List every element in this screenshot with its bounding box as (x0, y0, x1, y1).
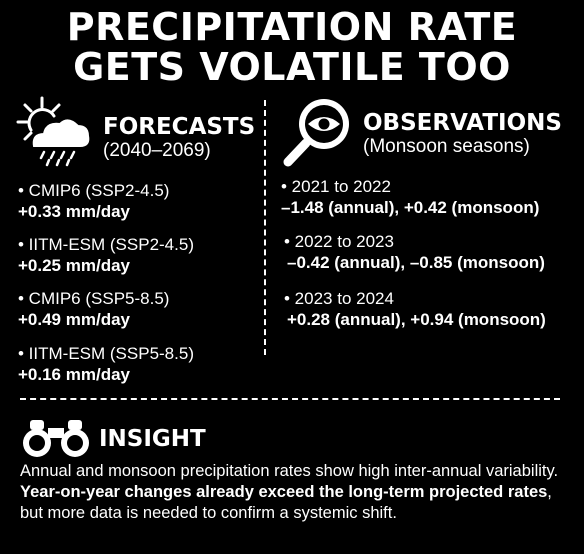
forecasts-subheading: (2040–2069) (103, 140, 211, 161)
observation-item: • 2021 to 2022 –1.48 (annual), +0.42 (mo… (281, 176, 539, 218)
forecast-item: • IITM-ESM (SSP2-4.5) +0.25 mm/day (18, 234, 194, 276)
column-divider (264, 100, 266, 355)
section-divider (20, 398, 560, 400)
observation-item-label: • 2021 to 2022 (281, 177, 391, 196)
observation-item-value: –0.42 (annual), –0.85 (monsoon) (287, 253, 545, 272)
main-title-line1: PRECIPITATION RATE (66, 5, 518, 49)
binoculars-icon (23, 420, 89, 457)
insight-text-highlight: Year-on-year changes already exceed the … (20, 483, 548, 501)
observation-item: • 2022 to 2023 –0.42 (annual), –0.85 (mo… (284, 231, 545, 273)
observation-item-value: +0.28 (annual), +0.94 (monsoon) (287, 310, 546, 329)
insight-text-part1: Annual and monsoon precipitation rates s… (20, 462, 559, 480)
forecasts-heading: FORECASTS (103, 114, 256, 140)
observation-item: • 2023 to 2024 +0.28 (annual), +0.94 (mo… (284, 288, 546, 330)
forecast-item: • IITM-ESM (SSP5-8.5) +0.16 mm/day (18, 343, 194, 385)
observation-item-label: • 2023 to 2024 (284, 289, 394, 308)
forecasts-header: FORECASTS (2040–2069) (103, 114, 255, 162)
observations-heading: OBSERVATIONS (363, 110, 562, 136)
forecast-item: • CMIP6 (SSP5-8.5) +0.49 mm/day (18, 288, 169, 330)
magnifying-glass-eye-icon (283, 99, 349, 167)
forecast-item-label: • CMIP6 (SSP5-8.5) (18, 289, 170, 308)
forecast-item-label: • IITM-ESM (SSP5-8.5) (18, 344, 194, 363)
observations-subheading: (Monsoon seasons) (363, 136, 530, 157)
insight-text-part2: , but more data is needed to confirm a s… (20, 483, 552, 522)
forecast-item-label: • IITM-ESM (SSP2-4.5) (18, 235, 194, 254)
observations-header: OBSERVATIONS (Monsoon seasons) (363, 110, 562, 158)
forecast-item-label: • CMIP6 (SSP2-4.5) (18, 181, 170, 200)
forecast-item-value: +0.25 mm/day (18, 256, 130, 275)
observation-item-label: • 2022 to 2023 (284, 232, 394, 251)
forecast-item-value: +0.16 mm/day (18, 365, 130, 384)
observation-item-value: –1.48 (annual), +0.42 (monsoon) (281, 198, 540, 217)
insight-heading: INSIGHT (99, 426, 206, 452)
main-title-line2: GETS VOLATILE TOO (73, 45, 511, 89)
forecast-item: • CMIP6 (SSP2-4.5) +0.33 mm/day (18, 180, 169, 222)
insight-text: Annual and monsoon precipitation rates s… (20, 461, 568, 524)
forecast-item-value: +0.49 mm/day (18, 310, 130, 329)
weather-sun-cloud-rain-icon (16, 96, 90, 167)
forecast-item-value: +0.33 mm/day (18, 202, 130, 221)
